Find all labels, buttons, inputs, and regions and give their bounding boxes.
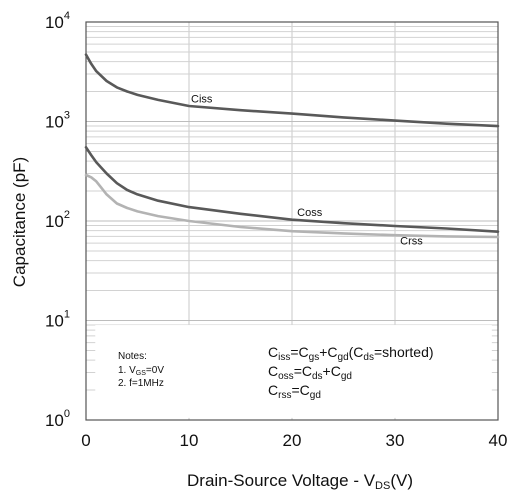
tick-labels: 0 10 20 30 40 100 101 102 103 104 [45, 10, 508, 450]
series-label-coss: Coss [297, 207, 323, 219]
notes-item: 1. VGS=0V [118, 365, 164, 377]
y-tick-label: 103 [45, 110, 70, 132]
plot-frame [85, 21, 499, 421]
series-label-crss: Crss [400, 236, 423, 248]
notes-title: Notes: [118, 351, 147, 362]
y-axis-label: Capacitance (pF) [10, 157, 29, 287]
plot-border [85, 21, 499, 421]
series-line-ciss [84, 53, 500, 128]
x-axis-label: Drain-Source Voltage - VDS(V) [187, 471, 413, 492]
x-tick-label: 40 [489, 431, 508, 450]
series-label-ciss: Ciss [191, 94, 213, 106]
series-labels: Ciss Coss Crss [191, 94, 423, 248]
y-tick-label: 101 [45, 309, 70, 331]
y-tick-label: 102 [45, 209, 70, 231]
x-tick-label: 10 [180, 431, 199, 450]
formula-line: Ciss=Cgs+Cgd(Cds=shorted) [268, 344, 434, 363]
annotations: Notes: 1. VGS=0V2. f=1MHz Ciss=Cgs+Cgd(Cds… [118, 344, 434, 401]
y-tick-label: 100 [45, 408, 70, 430]
y-tick-label: 104 [45, 10, 70, 32]
x-tick-label: 20 [283, 431, 302, 450]
notes-box [95, 325, 492, 418]
formula-line: Coss=Cds+Cgd [268, 363, 352, 382]
x-tick-label: 30 [386, 431, 405, 450]
notes-box-background [95, 325, 492, 418]
series-line-crss [84, 173, 500, 239]
series-group [84, 53, 500, 239]
series-line-coss [84, 146, 500, 233]
notes-item: 2. f=1MHz [118, 378, 164, 389]
formula-line: Crss=Cgd [268, 382, 321, 401]
x-tick-label: 0 [81, 431, 90, 450]
